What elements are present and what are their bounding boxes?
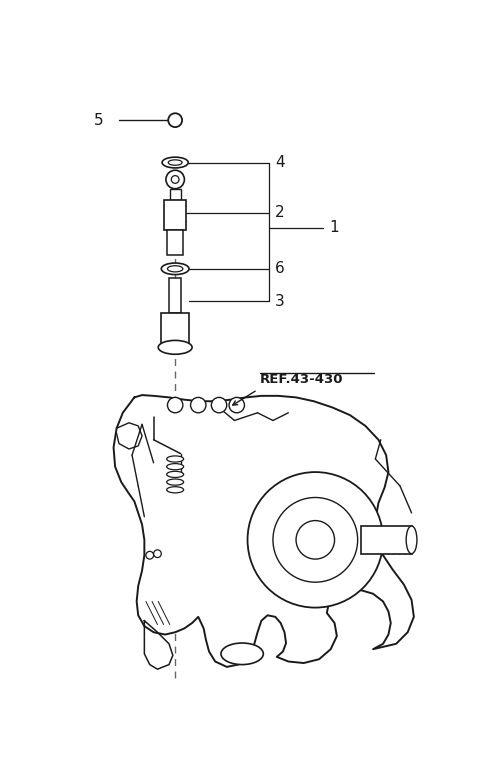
Ellipse shape — [161, 263, 189, 274]
Circle shape — [211, 397, 227, 413]
Ellipse shape — [167, 486, 184, 493]
Circle shape — [248, 472, 383, 608]
Text: 3: 3 — [275, 294, 285, 308]
Bar — [168, 230, 183, 255]
Circle shape — [168, 113, 182, 127]
Bar — [169, 278, 181, 312]
Text: 4: 4 — [275, 155, 285, 170]
Text: REF.43-430: REF.43-430 — [260, 373, 343, 386]
Circle shape — [191, 397, 206, 413]
Text: 5: 5 — [94, 113, 104, 127]
Circle shape — [166, 170, 184, 189]
Circle shape — [146, 552, 154, 559]
Ellipse shape — [162, 157, 188, 168]
Bar — [361, 526, 411, 554]
Bar — [164, 200, 186, 230]
Circle shape — [273, 497, 358, 582]
Circle shape — [154, 550, 161, 558]
Ellipse shape — [221, 643, 264, 664]
Bar — [170, 189, 180, 200]
Ellipse shape — [167, 472, 184, 478]
Ellipse shape — [167, 479, 184, 485]
Circle shape — [296, 521, 335, 559]
Ellipse shape — [158, 340, 192, 354]
Ellipse shape — [168, 266, 183, 272]
Ellipse shape — [406, 526, 417, 554]
Text: 2: 2 — [275, 205, 285, 220]
Ellipse shape — [167, 456, 184, 462]
Circle shape — [229, 397, 244, 413]
Circle shape — [171, 176, 179, 183]
Text: 6: 6 — [275, 261, 285, 277]
Circle shape — [168, 397, 183, 413]
Ellipse shape — [167, 464, 184, 470]
Polygon shape — [114, 395, 414, 667]
Ellipse shape — [168, 160, 182, 166]
Bar — [161, 312, 189, 347]
Text: 1: 1 — [329, 221, 339, 235]
